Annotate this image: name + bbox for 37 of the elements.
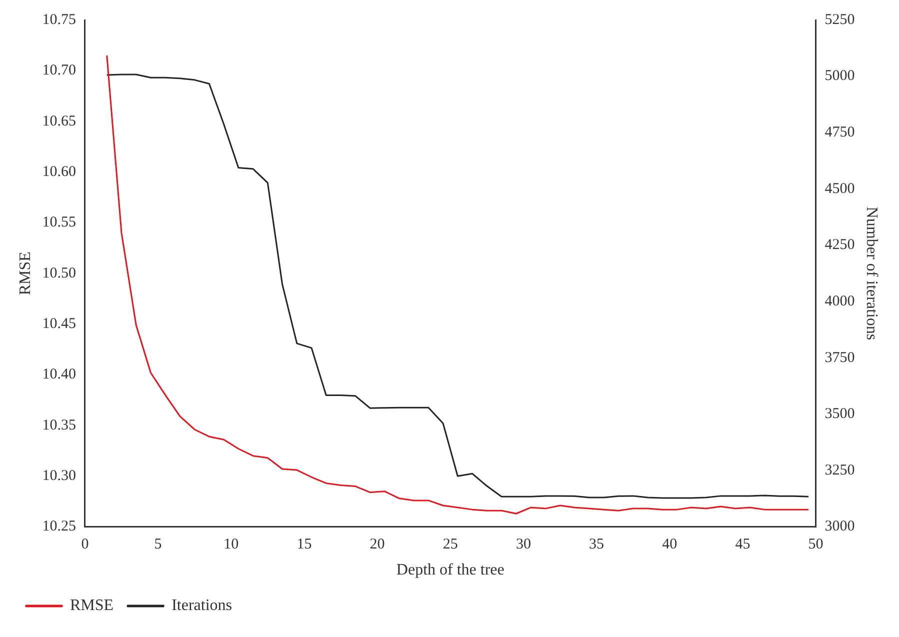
x-tick-label: 30 [516,536,531,553]
y2-tick-label: 4250 [824,237,855,254]
y-tick-label: 10.50 [42,265,76,282]
y2-tick-label: 4500 [824,180,855,197]
y2-axis-title: Number of iterations [863,206,880,340]
legend-label: Iterations [172,597,232,614]
x-tick-label: 5 [154,536,162,553]
legend-label: RMSE [70,597,114,614]
x-tick-label: 0 [81,536,89,553]
y-tick-label: 10.60 [42,164,76,180]
x-tick-label: 25 [442,536,458,553]
y-tick-label: 10.65 [42,113,76,130]
x-axis-title: Depth of the tree [396,562,504,579]
y2-tick-label: 3250 [824,462,855,478]
y2-tick-label: 3750 [824,350,855,366]
y2-tick-label: 5000 [824,68,855,84]
x-tick-label: 35 [589,536,604,553]
y2-tick-label: 3500 [824,406,855,422]
x-tick-label: 40 [662,536,678,553]
y2-tick-label: 4750 [824,124,855,141]
x-tick-label: 10 [224,536,239,553]
x-tick-label: 45 [735,536,750,553]
x-tick-label: 50 [808,536,824,553]
y-tick-label: 10.70 [42,62,76,79]
y-tick-label: 10.25 [42,518,76,535]
y-axis-title: RMSE [16,252,34,296]
y-tick-label: 10.35 [42,417,76,434]
y-tick-label: 10.55 [42,214,76,231]
y-tick-label: 10.75 [42,12,76,28]
x-tick-label: 15 [296,536,312,553]
y-tick-label: 10.45 [42,316,76,332]
y-tick-label: 10.30 [42,468,76,484]
y-tick-label: 10.40 [42,366,76,383]
y2-tick-label: 5250 [824,12,855,28]
y2-tick-label: 3000 [824,518,855,535]
y2-tick-label: 4000 [824,293,855,310]
x-tick-label: 20 [370,536,385,553]
